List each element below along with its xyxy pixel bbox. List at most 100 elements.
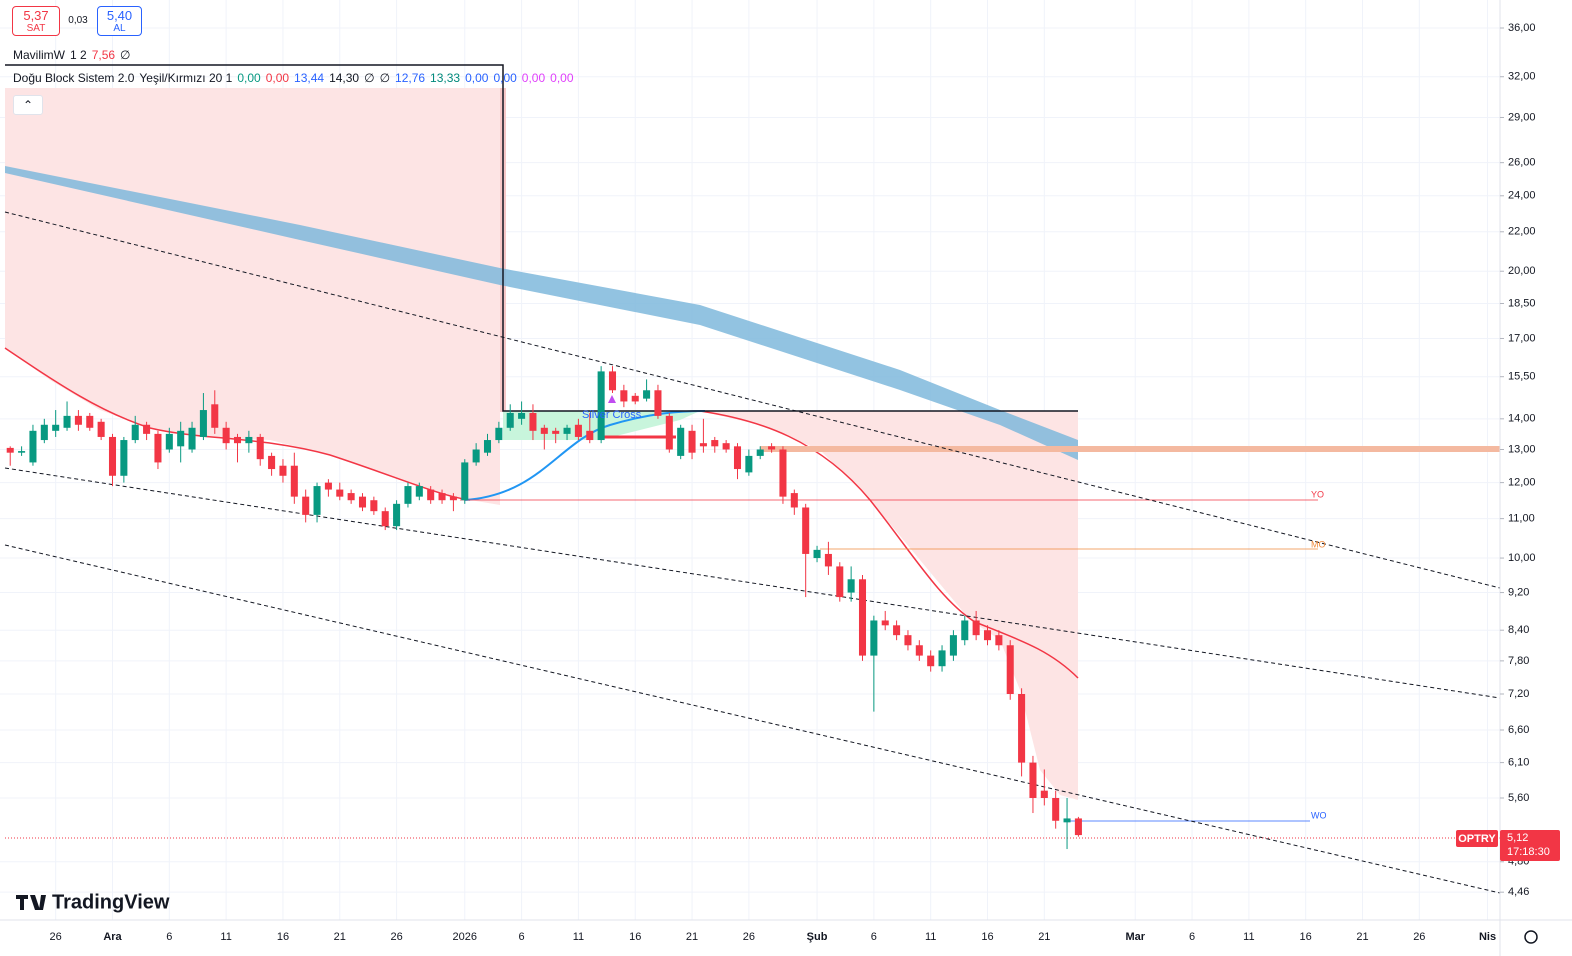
candle-body — [233, 436, 242, 444]
candle-body — [768, 446, 776, 450]
x-tick-label: 16 — [277, 931, 289, 943]
candle-body — [290, 465, 298, 497]
candle-body — [1063, 818, 1071, 823]
candles — [6, 366, 1082, 850]
indicator-legend: Doğu Block Sistem 2.0 Yeşil/Kırmızı 20 1 0… — [13, 71, 574, 85]
candle-body — [86, 415, 94, 428]
buy-label: AL — [113, 23, 126, 34]
candle-body — [870, 620, 878, 656]
symbol-badge — [1456, 830, 1498, 847]
candle-body — [199, 410, 207, 437]
signal-marker — [608, 395, 616, 403]
y-tick-label: 7,20 — [1508, 688, 1529, 700]
indicator-value: 0,00 — [237, 71, 261, 85]
sell-button[interactable]: 5,37 SAT — [12, 6, 60, 36]
candle-body — [961, 620, 969, 641]
candle-body — [631, 395, 639, 402]
candle-body — [222, 427, 230, 444]
candle-body — [983, 630, 992, 641]
candle-body — [245, 436, 253, 444]
x-tick-label: 16 — [1300, 931, 1312, 943]
candle-body — [711, 440, 719, 447]
candle-body — [495, 427, 503, 441]
candle-body — [461, 462, 469, 501]
candle-body — [393, 503, 401, 527]
y-tick-label: 10,00 — [1508, 552, 1536, 564]
collapse-button[interactable]: ⌃ — [13, 95, 43, 115]
logo-mark — [16, 895, 46, 910]
indicator-legend: MavilimW 1 2 7,56 ∅ — [13, 48, 131, 62]
candle-body — [324, 482, 332, 490]
candle-body — [336, 489, 344, 497]
axes: 36,00 32,00 29,00 26,00 24,00 22,00 20,00 18,50… — [50, 22, 1536, 943]
candle-body — [438, 493, 446, 501]
candle-body — [63, 415, 71, 428]
candle-body — [858, 579, 867, 656]
candle-body — [347, 493, 355, 501]
candle-body — [211, 404, 219, 428]
candle-body — [574, 424, 582, 437]
candle-body — [779, 449, 787, 497]
y-tick-label: 29,00 — [1508, 111, 1536, 123]
annotation: Silver Cross — [582, 409, 642, 421]
candle-body — [74, 415, 82, 425]
x-tick-label: 21 — [334, 931, 346, 943]
y-tick-label: 18,50 — [1508, 297, 1536, 309]
y-tick-label: 14,00 — [1508, 413, 1536, 425]
y-tick-label: 32,00 — [1508, 71, 1536, 83]
indicator-value: ∅ — [120, 48, 131, 62]
candle-body — [643, 390, 651, 399]
annotation: WO — [1311, 810, 1327, 820]
candle-body — [1006, 645, 1014, 694]
candle-body — [893, 625, 901, 636]
indicator-value: 13,44 — [294, 71, 325, 85]
candle-body — [813, 549, 821, 559]
candle-body — [506, 412, 514, 428]
indicator-value: 14,30 — [329, 71, 360, 85]
candle-body — [518, 412, 526, 419]
x-tick-label: 2026 — [453, 931, 477, 943]
candle-body — [1052, 797, 1060, 821]
y-tick-label: 12,00 — [1508, 477, 1536, 489]
candle-body — [1018, 693, 1026, 763]
price-label: 5,12 — [1507, 832, 1528, 844]
indicator-name: MavilimW — [13, 48, 65, 62]
candle-body — [745, 455, 753, 473]
candle-body — [449, 496, 457, 501]
trend-line — [4, 211, 1501, 589]
candle-body — [358, 496, 367, 508]
candle-body — [699, 443, 707, 447]
candle-body — [1074, 818, 1082, 836]
candle-body — [824, 553, 832, 567]
trend-line — [4, 467, 1501, 699]
candle-body — [165, 433, 173, 450]
x-tick-label: 6 — [166, 931, 172, 943]
candle-body — [722, 443, 730, 450]
price-badge — [1500, 830, 1560, 861]
candle-body — [995, 635, 1003, 646]
candle-body — [120, 440, 128, 476]
cloud-band — [5, 166, 1078, 460]
box-line — [5, 64, 1078, 412]
candle-body — [677, 427, 685, 456]
indicator-value: 13,33 — [430, 71, 461, 85]
candle-body — [733, 446, 742, 470]
candle-body — [6, 447, 14, 453]
candle-body — [915, 645, 923, 656]
trend-line — [4, 544, 1501, 894]
buy-button[interactable]: 5,40 AL — [97, 6, 142, 36]
candle-body — [370, 500, 378, 512]
candle-body — [972, 620, 980, 636]
y-tick-label: 11,00 — [1508, 513, 1535, 525]
candle-body — [188, 427, 196, 450]
indicator-value: 0,00 — [521, 71, 546, 85]
candle-body — [483, 440, 492, 453]
settings-button[interactable] — [1524, 930, 1538, 944]
branding: TradingView — [52, 891, 170, 913]
candle-body — [97, 421, 105, 437]
candle-body — [836, 566, 844, 598]
candle-body — [313, 486, 321, 515]
candle-body — [540, 427, 548, 434]
x-tick-label: 21 — [1356, 931, 1368, 943]
